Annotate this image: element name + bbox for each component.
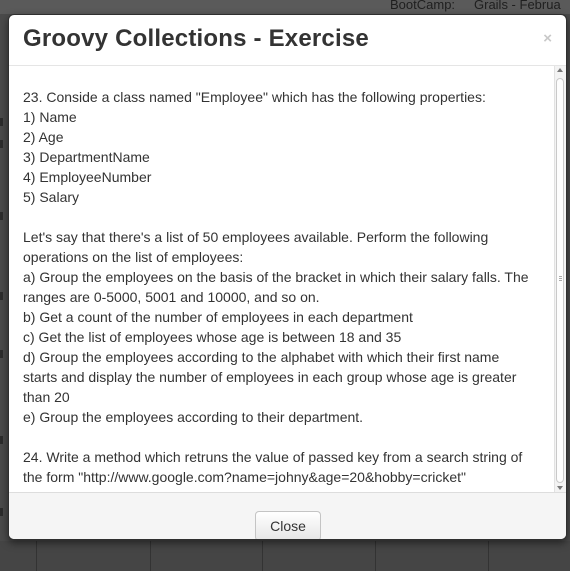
modal-footer: Close <box>9 492 566 539</box>
modal-title: Groovy Collections - Exercise <box>23 25 369 52</box>
exercise-text-line: starts and display the number of employe… <box>23 369 517 385</box>
background-column-divider <box>488 541 489 571</box>
background-tab-bootcamp: BootCamp: <box>390 0 456 12</box>
background-column-divider <box>150 541 151 571</box>
scroll-down-arrow-icon[interactable] <box>557 486 563 490</box>
background-mark <box>0 292 3 300</box>
scroll-grip-icon <box>559 280 562 281</box>
background-table-row <box>0 541 570 571</box>
background-mark <box>0 436 3 444</box>
scroll-up-arrow-icon[interactable] <box>557 68 563 72</box>
exercise-text-line: b) Get a count of the number of employee… <box>23 309 413 325</box>
exercise-text-line: d) Group the employees according to the … <box>23 349 500 365</box>
background-mark <box>0 212 3 220</box>
close-icon[interactable]: × <box>543 30 552 47</box>
modal-body: 23. Conside a class named "Employee" whi… <box>9 66 554 492</box>
exercise-text-line: operations on the list of employees: <box>23 249 244 265</box>
exercise-text-line: e) Group the employees according to thei… <box>23 409 364 425</box>
scrollbar-thumb[interactable] <box>556 78 564 483</box>
close-button[interactable]: Close <box>255 511 321 539</box>
background-mark <box>0 140 3 148</box>
exercise-text-line: a) Group the employees on the basis of t… <box>23 269 529 285</box>
exercise-text-line: 3) DepartmentName <box>23 149 150 165</box>
background-mark <box>0 118 3 126</box>
exercise-text-line: ranges are 0-5000, 5001 and 10000, and s… <box>23 289 320 305</box>
exercise-text-line: 24. Write a method which retruns the val… <box>23 449 523 465</box>
exercise-text-line: 1) Name <box>23 109 77 125</box>
scroll-grip-icon <box>559 278 562 279</box>
background-column-divider <box>262 541 263 571</box>
exercise-text-line: 23. Conside a class named "Employee" whi… <box>23 89 486 105</box>
exercise-text-line: 5) Salary <box>23 189 80 205</box>
exercise-text-line: the form "http://www.google.com?name=joh… <box>23 469 467 485</box>
background-tab-grails: Grails - Februa <box>474 0 561 12</box>
paragraph-gap <box>23 207 545 227</box>
background-column-divider <box>36 541 37 571</box>
exercise-text: 23. Conside a class named "Employee" whi… <box>23 87 545 487</box>
background-mark <box>0 350 3 358</box>
exercise-modal: Groovy Collections - Exercise × 23. Cons… <box>8 14 567 540</box>
modal-header: Groovy Collections - Exercise × <box>9 15 566 66</box>
exercise-text-line: 2) Age <box>23 129 64 145</box>
exercise-text-line: Let's say that there's a list of 50 empl… <box>23 229 489 245</box>
exercise-text-line: 4) EmployeeNumber <box>23 169 152 185</box>
background-column-divider <box>375 541 376 571</box>
modal-body-scrollbar[interactable] <box>554 66 566 492</box>
background-mark <box>0 508 3 516</box>
exercise-text-line: c) Get the list of employees whose age i… <box>23 329 402 345</box>
exercise-text-line: than 20 <box>23 389 70 405</box>
scroll-grip-icon <box>559 276 562 277</box>
background-top-bar <box>0 0 570 14</box>
paragraph-gap <box>23 427 545 447</box>
